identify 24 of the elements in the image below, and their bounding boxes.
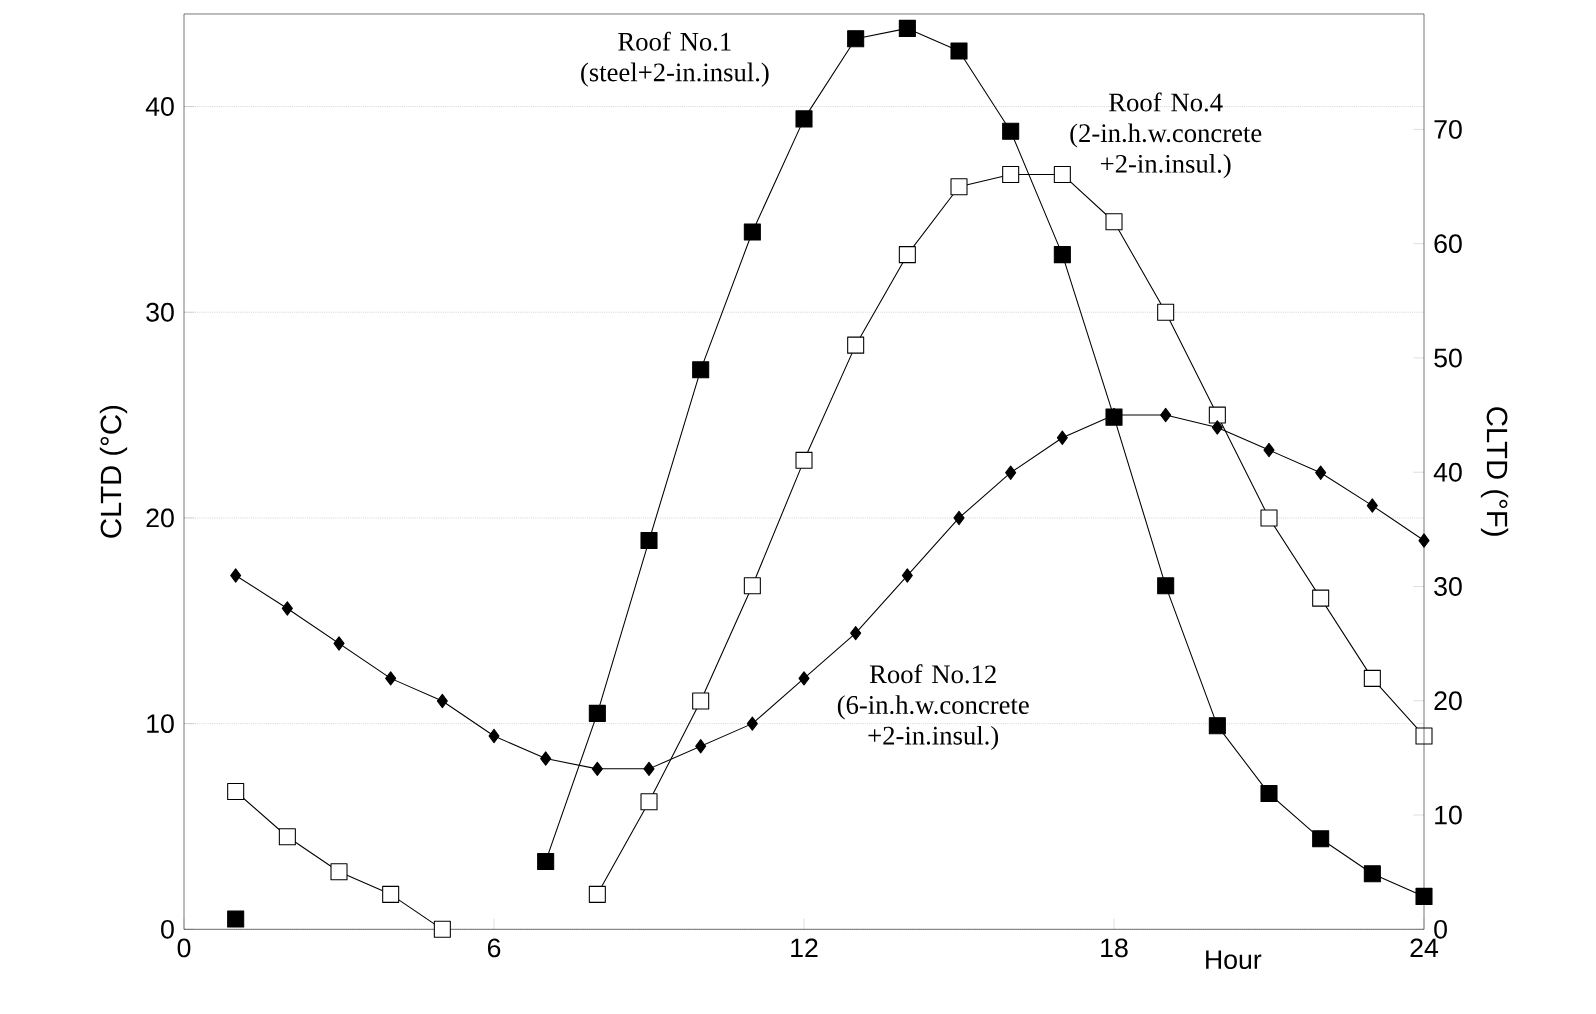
y-tick-label: 30	[146, 302, 174, 322]
y2-tick-label: 60	[1434, 234, 1462, 254]
y-axis-title: CLTD (°C)	[99, 406, 128, 538]
x-tick-label: 12	[791, 938, 818, 958]
y2-tick-label: 40	[1433, 462, 1462, 482]
y-tick-label: 10	[147, 714, 174, 734]
y2-tick-label: 50	[1434, 348, 1462, 368]
y2-tick-label: 70	[1434, 119, 1462, 139]
series-label: Roof No.4 (2-in.h.w.concrete +2-in.insul.)	[1070, 92, 1262, 179]
x-axis-title: Hour	[1206, 950, 1262, 970]
x-tick-label: 18	[1101, 938, 1128, 958]
series-label: Roof No.12 (6-in.h.w.concrete +2-in.insul.)	[837, 664, 1029, 751]
y2-tick-label: 30	[1434, 577, 1462, 596]
y-tick-label: 0	[161, 919, 174, 939]
x-tick-label: 6	[487, 938, 501, 958]
y2-tick-label: 10	[1435, 805, 1462, 825]
x-tick-label: 0	[177, 938, 191, 958]
series-label: Roof No.1 (steel+2-in.insul.)	[581, 31, 769, 87]
y2-axis-title: CLTD (°F)	[1480, 407, 1509, 536]
y-tick-label: 40	[145, 97, 174, 116]
y2-tick-label: 0	[1434, 919, 1447, 939]
x-tick-label: 24	[1410, 938, 1439, 958]
y-tick-label: 20	[146, 508, 174, 528]
y2-tick-label: 20	[1434, 691, 1462, 711]
